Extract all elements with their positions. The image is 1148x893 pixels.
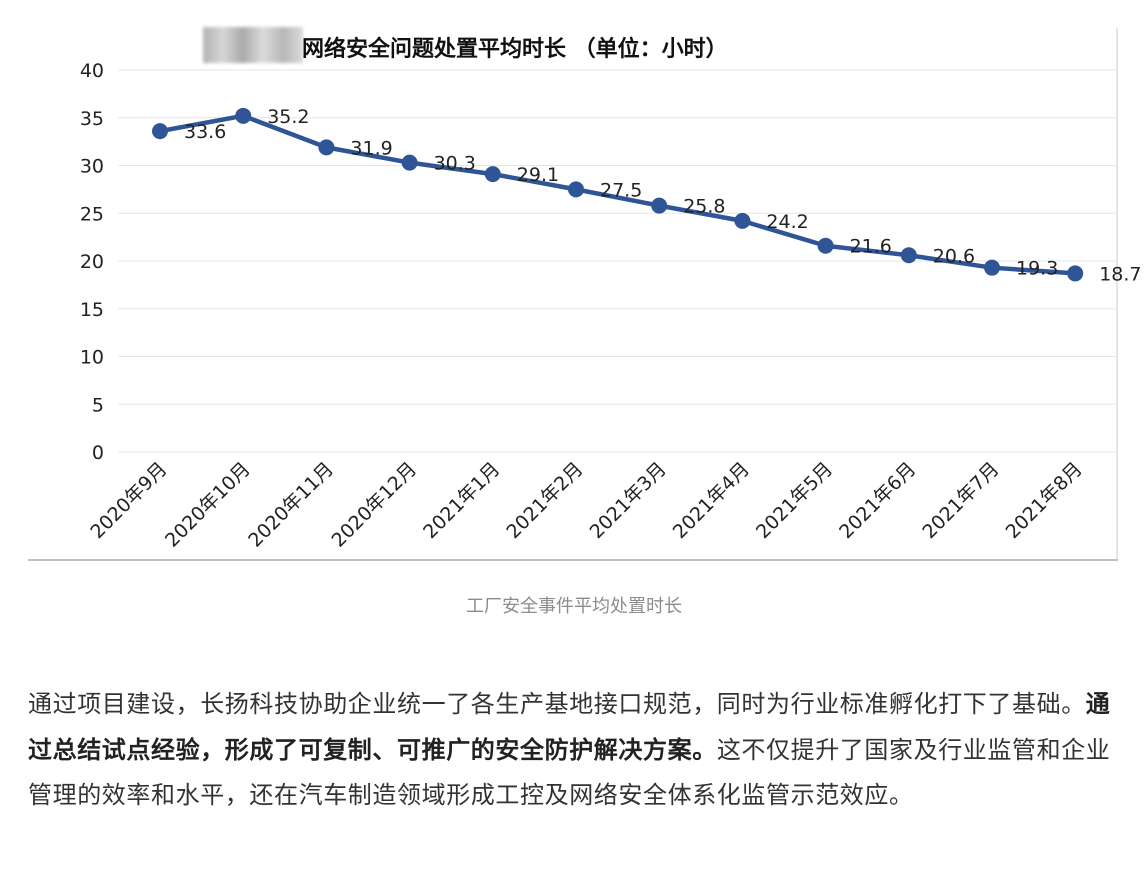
data-point — [651, 197, 668, 214]
x-tick-label: 2021年6月 — [835, 458, 920, 543]
y-tick-label: 0 — [92, 442, 104, 464]
x-tick-label: 2020年11月 — [244, 458, 338, 552]
x-tick-label: 2021年3月 — [586, 458, 671, 543]
data-point — [1067, 265, 1084, 282]
x-tick-label: 2021年8月 — [1002, 458, 1087, 543]
y-tick-label: 5 — [92, 394, 104, 416]
grid-layer — [118, 69, 1115, 453]
data-point — [235, 107, 252, 124]
y-tick-label: 40 — [80, 60, 104, 82]
article-text-bold: 通过总结试点经验，形成了可复制、可推广的安全防护解决方案。 — [28, 690, 1111, 764]
data-point — [484, 166, 501, 183]
y-tick-label: 25 — [80, 203, 104, 225]
data-label: 35.2 — [267, 106, 309, 128]
data-label: 19.3 — [1016, 258, 1058, 280]
chart-title: 网络安全问题处置平均时长 （单位：小时） — [302, 36, 728, 62]
article-paragraph: 通过项目建设，长扬科技协助企业统一了各生产基地接口规范，同时为行业标准孵化打下了… — [28, 682, 1128, 819]
x-tick-label: 2021年4月 — [669, 458, 754, 543]
data-label: 33.6 — [184, 121, 226, 143]
redacted-logo — [203, 27, 303, 63]
data-label: 30.3 — [434, 153, 476, 175]
series-layer — [152, 107, 1084, 282]
y-tick-label: 10 — [80, 347, 104, 369]
data-label: 24.2 — [766, 211, 808, 233]
x-tick-label: 2020年12月 — [327, 458, 421, 552]
data-label: 29.1 — [517, 164, 559, 186]
data-point — [152, 123, 168, 140]
x-tick-label: 2021年5月 — [752, 458, 837, 543]
data-point — [817, 237, 834, 254]
article-text-1: 通过项目建设，长扬科技协助企业统一了各生产基地接口规范，同时为行业标准孵化打下了… — [28, 690, 1086, 718]
axis-layer: 05101520253035402020年9月2020年10月2020年11月2… — [28, 28, 1118, 561]
data-label: 27.5 — [600, 179, 642, 201]
data-label: 18.7 — [1099, 263, 1141, 285]
line-chart: 0 5 10 15 20 25 30 35 40 2020年9月 2020年10月 2020年11月 2… — [28, 27, 1142, 561]
data-label: 31.9 — [350, 137, 392, 159]
data-label: 20.6 — [933, 245, 975, 267]
data-point — [734, 212, 751, 229]
data-point — [568, 181, 584, 198]
x-tick-label: 2021年7月 — [918, 458, 1003, 543]
x-tick-label: 2020年9月 — [86, 458, 171, 543]
x-tick-label: 2021年2月 — [502, 458, 587, 543]
data-label: 21.6 — [850, 236, 892, 258]
article-text-2: 这不仅提升了国家及行业监管和企业管理的效率和水平，还在汽车制造领域形成工控及网络… — [28, 735, 1111, 810]
series-line — [159, 113, 1076, 276]
data-point — [900, 247, 917, 264]
chart-svg: 05101520253035402020年9月2020年10月2020年11月2… — [28, 28, 1142, 561]
label-layer: 33.6 35.2 31.9 30.3 29.1 27.5 25.8 24.2 21.6 20.6… — [184, 106, 1142, 286]
y-tick-label: 15 — [80, 299, 104, 321]
data-label: 25.8 — [683, 196, 725, 218]
y-tick-label: 30 — [80, 156, 104, 178]
y-tick-label: 20 — [80, 251, 104, 273]
chart-caption: 工厂安全事件平均处置时长 — [466, 596, 682, 617]
data-point — [401, 154, 418, 171]
x-tick-label: 2020年10月 — [161, 458, 255, 552]
data-point — [984, 259, 1000, 276]
y-tick-label: 35 — [80, 108, 104, 130]
data-point — [318, 139, 335, 156]
x-tick-label: 2021年1月 — [419, 458, 504, 543]
